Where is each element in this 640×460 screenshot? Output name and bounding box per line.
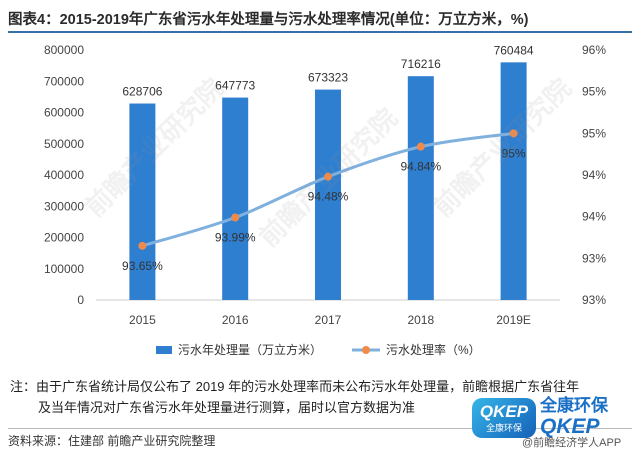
y-left-tick-label: 600000 [44, 106, 84, 120]
footnote-line-2: 及当年情况对广东省污水年处理量进行测算，届时以官方数据为准 [38, 400, 416, 415]
qkep-logo: QKEP 全康环保 [472, 398, 536, 438]
rate-value-label: 94.84% [400, 160, 441, 174]
bar-value-label: 673323 [308, 71, 348, 85]
rate-value-label: 93.65% [122, 259, 163, 273]
bar-2017 [315, 89, 341, 300]
y-right-tick-label: 93% [582, 251, 606, 265]
y-left-tick-label: 0 [77, 293, 84, 307]
x-tick-label: 2017 [315, 313, 342, 327]
rate-point-2016 [231, 213, 240, 222]
rate-value-label: 93.99% [215, 231, 256, 245]
brand-name-en: QKEP [540, 415, 600, 438]
combo-chart: 0 100000 200000 300000 400000 500000 600000 700… [44, 43, 606, 357]
bar-value-label: 647773 [215, 79, 255, 93]
legend-line-marker [362, 346, 370, 354]
y-right-tick-label: 96% [582, 43, 606, 57]
bar-value-label: 716216 [401, 57, 441, 71]
y-right-tick-label: 95% [582, 126, 606, 140]
x-tick-label: 2015 [129, 313, 156, 327]
legend-bar-swatch [156, 346, 172, 354]
x-tick-label: 2016 [222, 313, 249, 327]
y-right-tick-label: 93% [582, 293, 606, 307]
rate-point-2019E [509, 129, 518, 138]
y-left-tick-label: 300000 [44, 199, 84, 213]
rate-point-2017 [324, 172, 332, 181]
app-credit: @前瞻经济学人APP [522, 437, 622, 449]
bar-2016 [222, 97, 249, 300]
y-right-tick-label: 94% [582, 210, 606, 224]
rate-value-label: 95% [502, 146, 526, 160]
rate-value-label: 94.48% [308, 190, 349, 204]
bar-2019E [500, 62, 527, 300]
y-left-tick-label: 100000 [44, 262, 84, 276]
brand-name-cn: 全康环保 [540, 396, 608, 415]
y-left-tick-label: 500000 [44, 137, 84, 151]
y-left-tick-label: 700000 [44, 74, 84, 88]
brand-mark: 全康环保 QKEP [540, 396, 636, 438]
bar-value-label: 628706 [122, 85, 162, 99]
x-tick-label: 2018 [407, 313, 434, 327]
title-divider [8, 31, 632, 33]
footer-divider [8, 428, 632, 429]
y-right-tick-label: 94% [582, 168, 606, 182]
footnote: 注：由于广东省统计局仅公布了 2019 年的污水处理率而未公布污水年处理量，前瞻… [10, 376, 626, 418]
legend-bar-label: 污水年处理量（万立方米） [178, 342, 322, 357]
legend-line-label: 污水处理率（%） [386, 342, 481, 357]
logo-text: QKEP [479, 402, 529, 421]
y-right-tick-label: 95% [582, 85, 606, 99]
bar-2018 [407, 76, 434, 300]
footnote-line-1: 注：由于广东省统计局仅公布了 2019 年的污水处理率而未公布污水年处理量，前瞻… [10, 379, 580, 394]
y-left-tick-label: 400000 [44, 168, 84, 182]
bar-2015 [129, 103, 156, 300]
x-tick-label: 2019E [496, 313, 531, 327]
rate-point-2018 [416, 142, 425, 151]
y-left-tick-label: 800000 [44, 43, 84, 57]
rate-point-2015 [138, 241, 147, 250]
bar-value-label: 760484 [494, 43, 534, 57]
source-text: 资料来源：住建部 前瞻产业研究院整理 [8, 434, 216, 448]
chart-title: 图表4：2015-2019年广东省污水年处理量与污水处理率情况(单位：万立方米，… [8, 12, 529, 28]
logo-subtext: 全康环保 [485, 423, 522, 433]
y-left-tick-label: 200000 [44, 231, 84, 245]
